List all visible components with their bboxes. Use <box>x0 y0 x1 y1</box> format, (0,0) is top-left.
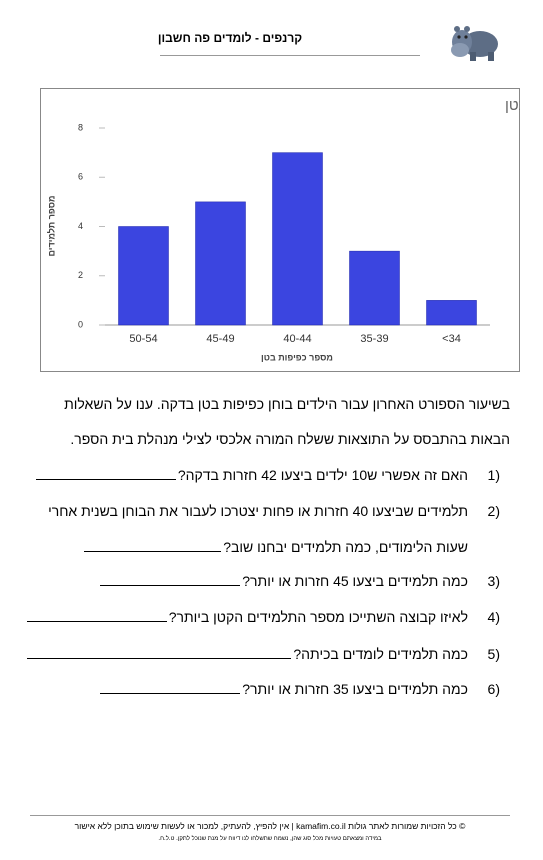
question-row: 5) כמה תלמידים לומדים בכיתה? <box>0 646 500 662</box>
question-row: שעות הלימודים, כמה תלמידים יבחנו שוב? <box>0 539 500 555</box>
chart-frame <box>40 88 520 372</box>
hippo-icon <box>451 26 498 61</box>
intro-line: בשיעור הספורט האחרון עבור הילדים בוחן כפ… <box>64 396 510 412</box>
y-tick-label: 4 <box>78 221 83 231</box>
y-axis-label: מספר תלמידים <box>46 195 56 256</box>
question-text: כמה תלמידים ביצעו 45 חזרות או יותר? <box>242 573 468 589</box>
x-tick-label: 40-44 <box>283 333 311 345</box>
x-tick-label: 45-49 <box>206 333 234 345</box>
question-row: 6) כמה תלמידים ביצעו 35 חזרות או יותר? <box>0 681 500 697</box>
bar <box>118 226 169 326</box>
question-row: 3) כמה תלמידים ביצעו 45 חזרות או יותר? <box>0 573 500 589</box>
y-tick-label: 2 <box>78 270 83 280</box>
question-text: כמה תלמידים לומדים בכיתה? <box>293 646 468 662</box>
answer-blank <box>35 467 176 480</box>
chart-title: מספר תלמידים לעומת מספר כפיפות בטן <box>505 97 520 114</box>
bar <box>195 201 246 326</box>
question-text: שעות הלימודים, כמה תלמידים יבחנו שוב? <box>223 539 468 555</box>
footer-note: במידה ומצאתם טעויות מכל סוג שהן, נשמח שת… <box>158 836 382 842</box>
question-number: 6) <box>487 681 500 697</box>
question-number: 1) <box>487 467 500 483</box>
question-number: 5) <box>487 646 500 662</box>
question-text: לאיזו קבוצה השתייכו מספר התלמידים הקטן ב… <box>168 609 468 625</box>
bar <box>426 300 477 326</box>
header-title: קרנפים - לומדים פה חשבון <box>157 31 303 45</box>
answer-blank <box>26 609 167 622</box>
x-tick-label: <34 <box>442 333 461 345</box>
chart: מספר תלמידים לעומת מספר כפיפות בטן מספר … <box>46 97 520 362</box>
intro-line: הבאות בהתבסס על התוצאות ששלח המורה אלכסי… <box>70 431 510 447</box>
question-text: האם זה אפשרי ש10 ילדים ביצעו 42 חזרות בד… <box>177 467 468 483</box>
question-number: 4) <box>487 609 500 625</box>
bar <box>349 250 400 326</box>
answer-blank <box>100 573 241 586</box>
bar <box>272 152 323 326</box>
question-number: 3) <box>487 573 500 589</box>
y-tick-label: 8 <box>78 122 83 132</box>
footer-rule <box>30 815 510 816</box>
question-number: 2) <box>487 503 500 519</box>
header-rule <box>160 55 420 56</box>
question-row: 4) לאיזו קבוצה השתייכו מספר התלמידים הקטן… <box>0 609 500 625</box>
question-row: 1) האם זה אפשרי ש10 ילדים ביצעו 42 חזרות … <box>0 467 500 483</box>
x-tick-label: 50-54 <box>129 333 157 345</box>
question-row: 2) תלמידים שביצעו 40 חזרות או פחות יצטרכו… <box>0 503 500 519</box>
question-text: תלמידים שביצעו 40 חזרות או פחות יצטרכו ל… <box>48 503 468 519</box>
answer-blank <box>84 539 222 552</box>
y-tick-label: 6 <box>78 172 83 182</box>
x-axis-label: מספר כפיפות בטן <box>261 352 333 362</box>
footer-copyright: © כל הזכויות שמורות לאתר גולות kamafim.c… <box>74 821 466 831</box>
answer-blank <box>27 646 292 659</box>
answer-blank <box>100 681 241 694</box>
x-tick-label: 35-39 <box>360 333 388 345</box>
y-tick-label: 0 <box>78 319 83 329</box>
question-text: כמה תלמידים ביצעו 35 חזרות או יותר? <box>242 681 468 697</box>
